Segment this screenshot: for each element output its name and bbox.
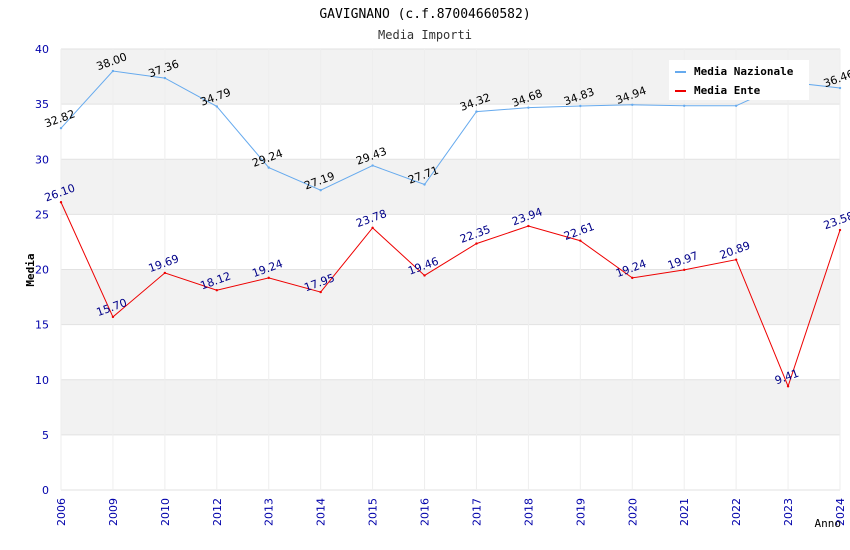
y-tick-label: 5 — [42, 429, 49, 442]
x-tick-label: 2017 — [470, 498, 483, 526]
data-point-media-nazionale — [423, 183, 426, 186]
band-0 — [61, 434, 840, 490]
band-15 — [61, 269, 840, 325]
x-tick-label: 2022 — [730, 498, 743, 526]
data-point-media-nazionale — [371, 164, 374, 167]
data-point-media-nazionale — [267, 166, 270, 169]
data-point-media-ente — [786, 385, 790, 388]
x-axis: 2006 2009 2010 2012 2013 2014 2015 2016 2017 2018… — [55, 498, 847, 526]
x-tick-label: 2009 — [107, 498, 120, 526]
background-bands — [61, 49, 840, 490]
legend-label-media-nazionale: Media Nazionale — [694, 65, 794, 78]
y-tick-label: 25 — [35, 208, 49, 221]
y-tick-label: 30 — [35, 153, 49, 166]
data-point-media-nazionale — [111, 69, 115, 73]
y-tick-label: 10 — [35, 374, 49, 387]
legend-box — [669, 60, 809, 100]
x-tick-label: 2020 — [626, 498, 639, 526]
series-layer — [59, 69, 842, 388]
y-axis-label: Media — [24, 253, 37, 286]
series-line-media-ente — [60, 202, 841, 388]
data-point-media-ente — [267, 276, 270, 280]
band-25 — [61, 159, 840, 215]
data-point-media-ente — [838, 228, 842, 232]
data-point-media-ente — [423, 274, 426, 277]
x-axis-label: Anno — [815, 517, 842, 530]
x-tick-label: 2013 — [263, 498, 276, 526]
x-tick-label: 2014 — [315, 498, 328, 526]
grid-lines — [60, 48, 841, 491]
data-point-media-nazionale — [579, 104, 582, 108]
data-point-media-ente — [163, 271, 167, 275]
chart-title: GAVIGNANO (c.f.87004660582) — [319, 7, 530, 22]
data-point-media-nazionale — [215, 105, 218, 108]
y-tick-label: 20 — [35, 264, 49, 277]
data-point-media-nazionale — [163, 76, 167, 80]
data-point-media-ente — [527, 224, 530, 228]
y-tick-label: 0 — [42, 484, 49, 497]
series-line-media-nazionale — [60, 70, 841, 191]
x-tick-label: 2024 — [834, 498, 847, 526]
band-5 — [61, 379, 840, 435]
x-tick-label: 2023 — [782, 498, 795, 526]
data-point-media-ente — [734, 258, 738, 261]
data-point-media-ente — [215, 289, 218, 292]
data-point-media-nazionale — [838, 86, 842, 90]
x-tick-label: 2010 — [159, 498, 172, 526]
data-point-media-nazionale — [475, 110, 478, 113]
data-point-media-ente — [475, 242, 478, 245]
x-tick-label: 2021 — [678, 498, 691, 526]
data-point-media-ente — [631, 276, 634, 280]
y-axis: 0 5 10 15 20 25 30 35 40 — [35, 43, 49, 497]
data-point-media-nazionale — [319, 189, 322, 192]
data-point-media-nazionale — [527, 106, 530, 109]
x-tick-label: 2015 — [367, 498, 380, 526]
data-point-media-nazionale — [683, 104, 686, 107]
band-10 — [61, 324, 840, 380]
band-30 — [61, 104, 840, 160]
legend: Media Nazionale Media Ente — [669, 60, 809, 100]
y-tick-label: 35 — [35, 98, 49, 111]
y-tick-label: 40 — [35, 43, 49, 56]
data-point-media-nazionale — [734, 104, 738, 107]
data-point-media-ente — [371, 226, 374, 230]
band-20 — [61, 214, 840, 270]
chart-subtitle: Media Importi — [378, 28, 472, 42]
data-point-media-nazionale — [631, 103, 634, 106]
y-tick-label: 15 — [35, 319, 49, 332]
x-tick-label: 2019 — [574, 498, 587, 526]
data-point-media-ente — [683, 268, 686, 272]
x-tick-label: 2016 — [419, 498, 432, 526]
x-tick-label: 2012 — [211, 498, 224, 526]
x-tick-label: 2018 — [522, 498, 535, 526]
data-point-media-ente — [59, 201, 63, 204]
data-point-media-ente — [111, 315, 115, 319]
data-point-media-nazionale — [59, 126, 63, 130]
x-tick-label: 2006 — [55, 498, 68, 526]
legend-label-media-ente: Media Ente — [694, 84, 761, 97]
data-point-media-ente — [579, 239, 582, 242]
data-point-media-ente — [319, 290, 322, 294]
